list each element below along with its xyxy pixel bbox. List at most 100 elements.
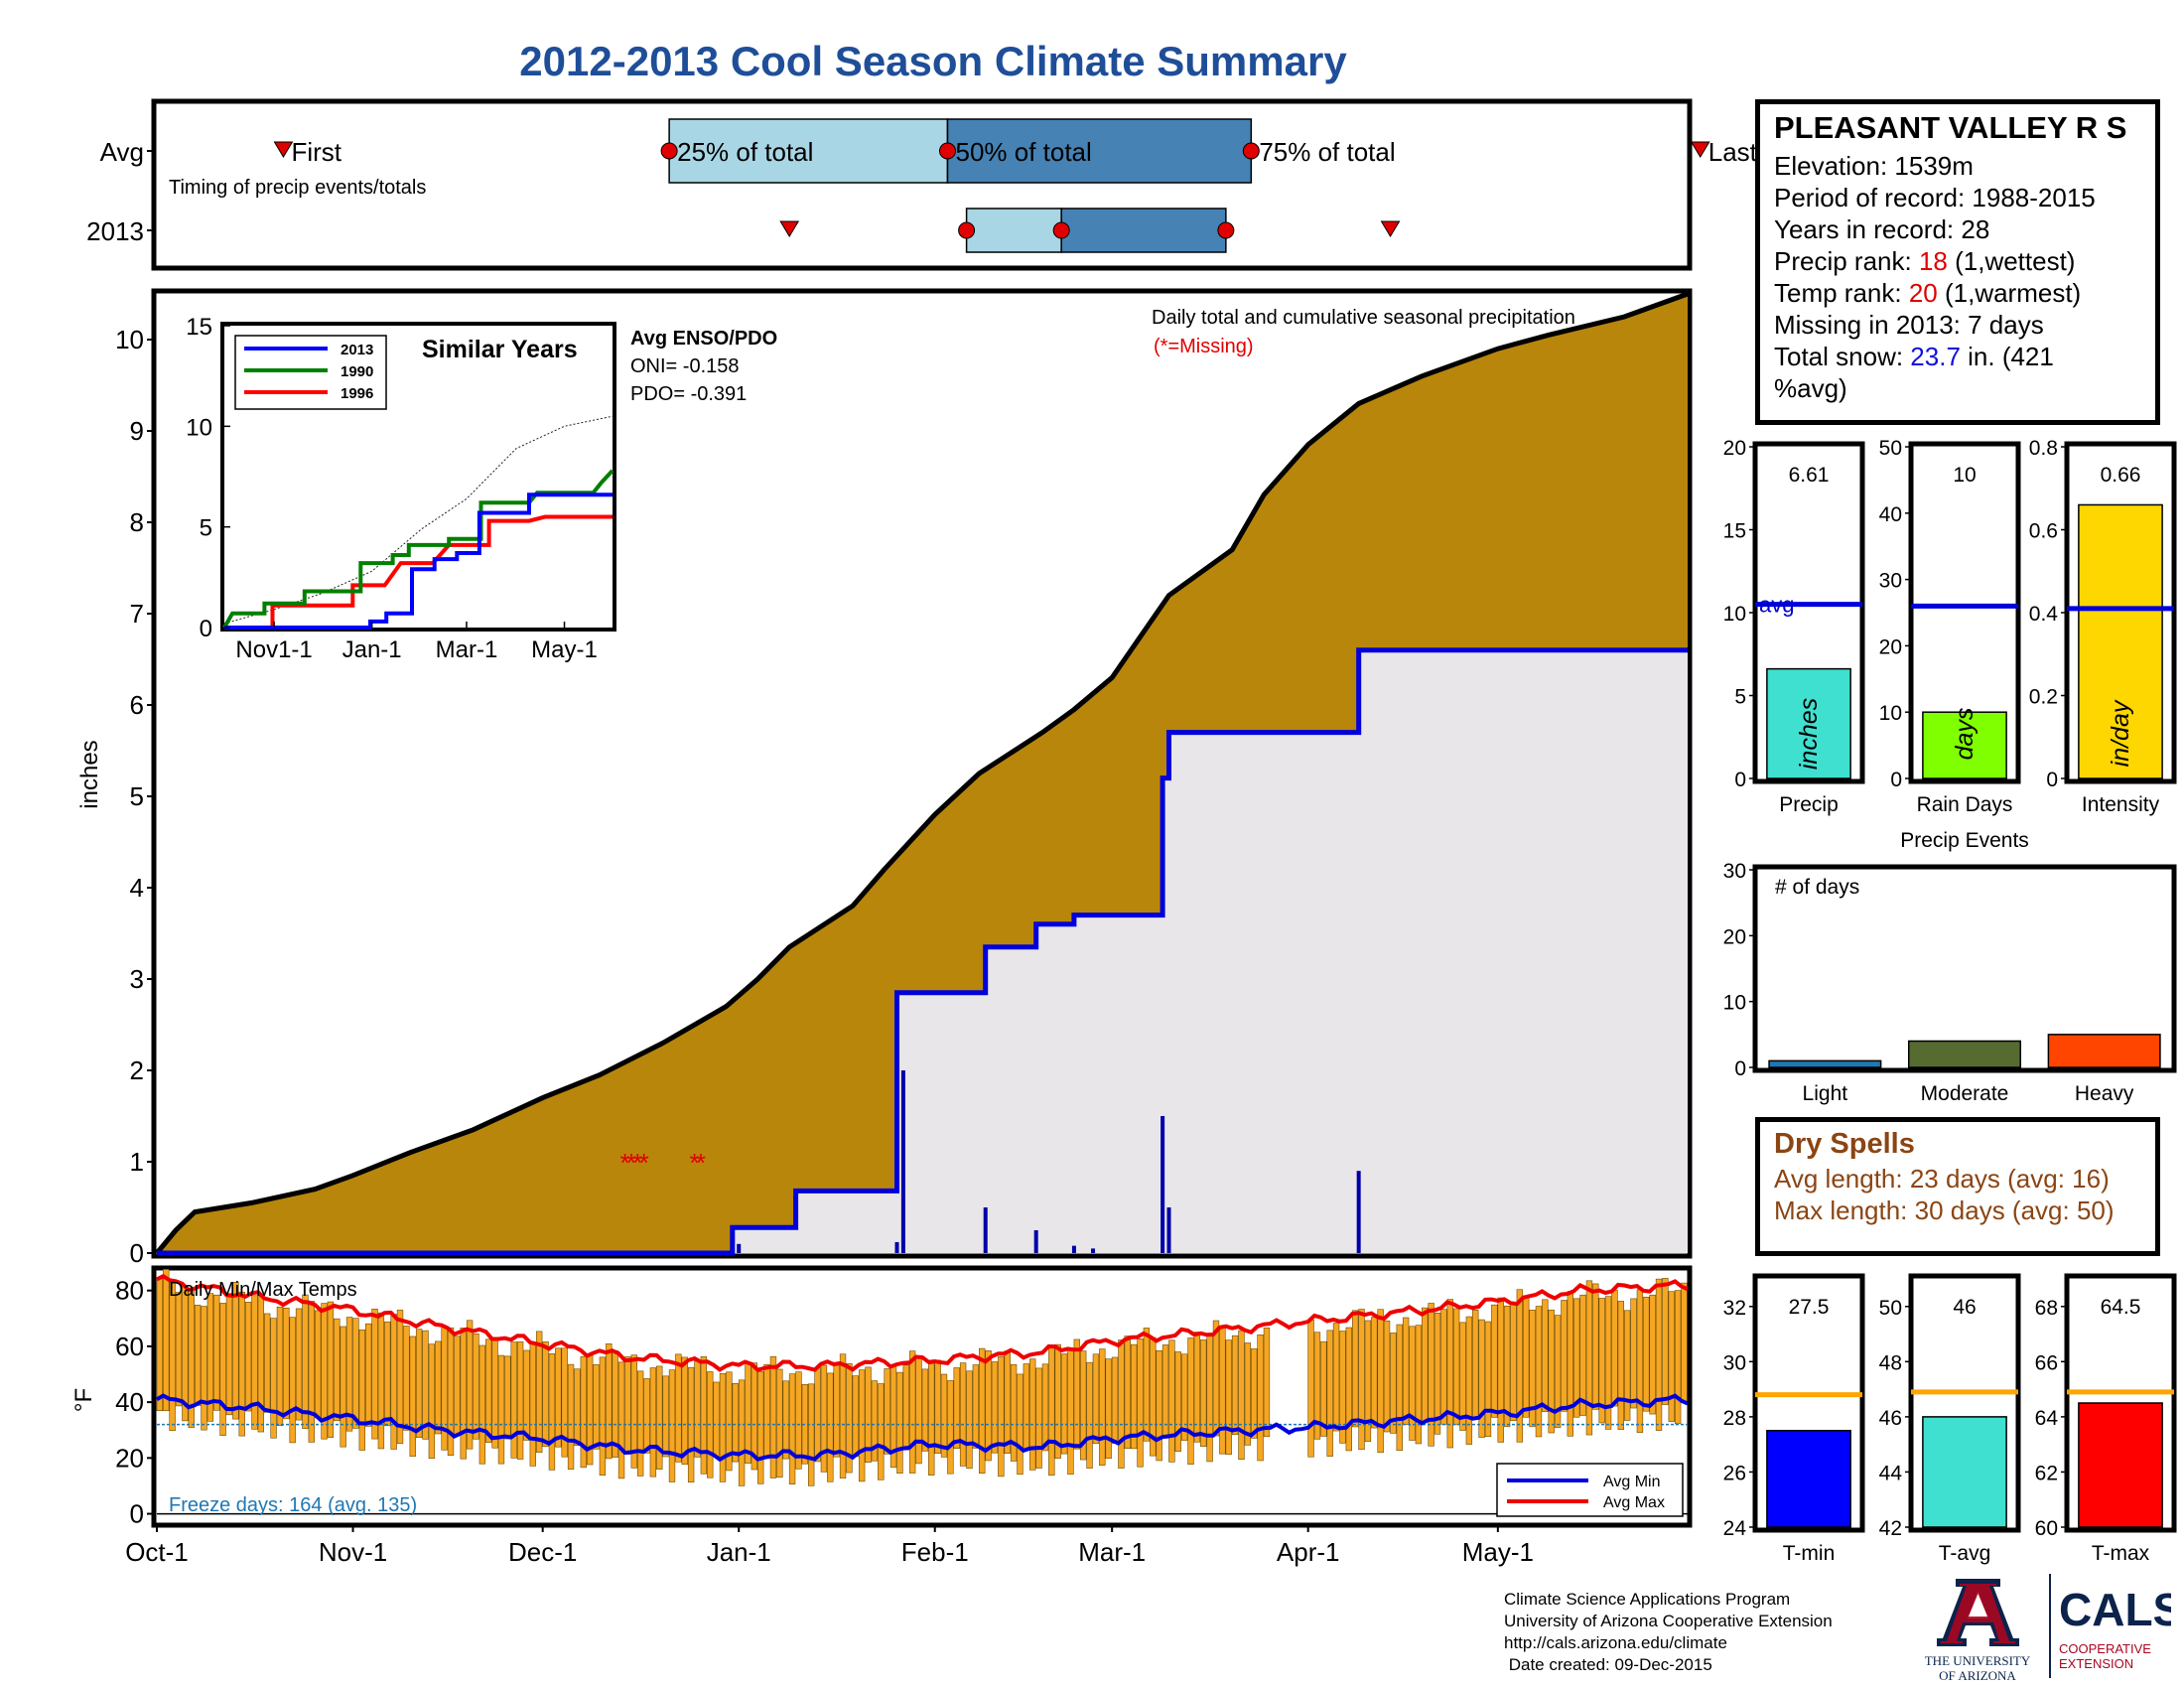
inset-y-tick-label: 10 <box>186 414 212 441</box>
daily-temp-bar <box>308 1301 315 1443</box>
daily-temp-bar <box>833 1364 840 1458</box>
cals-logo-line-1: COOPERATIVE <box>2059 1641 2151 1656</box>
daily-temp-bar <box>510 1341 517 1459</box>
credits-line-1: Climate Science Applications Program <box>1504 1590 1791 1609</box>
daily-temp-bar <box>1099 1348 1106 1467</box>
right-panels: 0 5 10 15 20 avg 6.61 inches Precip 0 10 20 30 40 50 10… <box>1723 437 2177 1565</box>
daily-temp-bar <box>384 1321 391 1427</box>
similar-years-title: Similar Years <box>422 336 578 363</box>
daily-temp-bar <box>1200 1339 1207 1447</box>
timing-triangle-last <box>1690 141 1710 158</box>
daily-temp-bar <box>371 1309 378 1440</box>
daily-temp-bar <box>1516 1289 1524 1443</box>
daily-temp-bar <box>1345 1327 1352 1452</box>
precip-y-tick-label: 0 <box>130 1238 144 1268</box>
snow-note-1: in. (421 <box>1960 342 2054 371</box>
temp-y-tick-label: 40 <box>115 1387 144 1417</box>
daily-temp-bar <box>403 1326 410 1431</box>
t-max-y-tick-label: 66 <box>2035 1351 2058 1374</box>
precip-y-label: inches <box>76 740 103 808</box>
daily-temp-bar <box>947 1380 954 1475</box>
timing-dot-p50 <box>938 142 956 160</box>
t-min-y-tick-label: 32 <box>1723 1297 1746 1320</box>
precip-y-tick-label: 10 <box>115 325 144 354</box>
daily-temp-bar <box>1067 1347 1074 1476</box>
inset-x-tick-label: May-1 <box>531 636 598 663</box>
daily-temp-bar <box>814 1367 821 1463</box>
x-tick-label: Oct-1 <box>125 1537 189 1567</box>
daily-temp-bar <box>460 1328 467 1460</box>
daily-temp-bar <box>1073 1338 1080 1450</box>
daily-temp-bar <box>624 1356 631 1455</box>
daily-temp-bar <box>567 1363 575 1471</box>
daily-temp-bar <box>953 1367 960 1449</box>
precip-y-tick-label: 7 <box>130 599 144 629</box>
precip-y-tick-label: 8 <box>130 507 144 537</box>
station-name: PLEASANT VALLEY R S <box>1774 110 2127 145</box>
daily-temp-bar <box>1086 1361 1093 1469</box>
dry-spells-box: Dry Spells Avg length: 23 days (avg: 16)… <box>1755 1117 2160 1256</box>
daily-temp-bar <box>251 1295 258 1430</box>
precip-events-y-tick-label: 10 <box>1723 992 1746 1015</box>
daily-temp-bar <box>745 1362 751 1464</box>
daily-temp-bar <box>1048 1345 1055 1477</box>
timing-label-75: 75% of total <box>1259 137 1395 167</box>
daily-temp-bar <box>364 1323 372 1427</box>
rain-days-y-tick-label: 10 <box>1879 702 1902 725</box>
credits-line-3[interactable]: http://cals.arizona.edu/climate <box>1504 1633 1727 1652</box>
temperature-panel: 0 20 40 60 80 Daily Min/Max Temps °F Freeze … <box>70 1265 1693 1567</box>
intensity-y-tick-label: 0.4 <box>2029 603 2059 626</box>
daily-temp-bar <box>1662 1278 1669 1405</box>
t-max-y-tick-label: 60 <box>2035 1517 2058 1540</box>
daily-temp-bar <box>1219 1326 1226 1455</box>
t-avg-bar <box>1922 1416 2007 1528</box>
temp-panel-title: Daily Min/Max Temps <box>169 1279 357 1301</box>
daily-temp-bar <box>871 1380 879 1462</box>
daily-temp-bar <box>878 1383 885 1480</box>
station-years: Years in record: 28 <box>1774 214 1990 244</box>
intensity-bar-text: in/day <box>2107 699 2134 767</box>
x-tick-label: Dec-1 <box>508 1537 577 1567</box>
daily-temp-bar <box>1320 1340 1327 1437</box>
station-snow-pct: %avg) <box>1774 373 1847 403</box>
daily-temp-bar <box>1484 1321 1492 1438</box>
daily-temp-bar <box>1655 1278 1663 1431</box>
daily-temp-bar <box>1023 1363 1030 1451</box>
credits-line-4: Date created: 09-Dec-2015 <box>1504 1655 1712 1674</box>
daily-temp-bar <box>820 1364 828 1473</box>
daily-temp-bar <box>606 1343 613 1460</box>
t-max-bar <box>2078 1402 2163 1528</box>
daily-temp-bar <box>1307 1319 1314 1458</box>
timing-dot-p50 <box>1052 221 1070 239</box>
daily-temp-bar <box>694 1360 701 1458</box>
precip-total-y-tick-label: 20 <box>1723 437 1746 460</box>
precip-events-bar-moderate <box>1907 1040 2022 1068</box>
daily-temp-bar <box>1478 1319 1485 1438</box>
precip-total-value-label: 6.61 <box>1789 464 1830 487</box>
daily-temp-bar <box>915 1356 922 1465</box>
timing-label-25: 25% of total <box>677 137 813 167</box>
daily-temp-bar <box>991 1361 999 1454</box>
precip-y-tick-label: 9 <box>130 416 144 446</box>
legend-label-1990: 1990 <box>341 363 373 380</box>
daily-precip-bar <box>1071 1245 1076 1253</box>
daily-temp-bar <box>175 1292 183 1407</box>
daily-temp-bar <box>1332 1323 1340 1432</box>
daily-temp-bar <box>1611 1289 1618 1407</box>
dry-spells-avg: Avg length: 23 days (avg: 16) <box>1774 1164 2110 1194</box>
precip-events-note: # of days <box>1775 876 1859 899</box>
daily-temp-bar <box>902 1364 909 1451</box>
daily-temp-bar <box>808 1383 815 1486</box>
daily-temp-bar <box>593 1364 600 1450</box>
inset-y-tick-label: 5 <box>200 515 212 542</box>
intensity-value-label: 0.66 <box>2101 464 2141 487</box>
daily-temp-bar <box>788 1373 796 1484</box>
precip-y-tick-label: 1 <box>130 1147 144 1177</box>
t-max-y-tick-label: 68 <box>2035 1297 2058 1320</box>
daily-temp-bar <box>757 1371 764 1484</box>
daily-temp-bar <box>1174 1351 1181 1452</box>
precip-total-category: Precip <box>1779 793 1839 816</box>
daily-temp-bar <box>1263 1327 1271 1438</box>
t-avg-y-tick-label: 46 <box>1879 1407 1902 1430</box>
daily-temp-bar <box>561 1347 568 1458</box>
